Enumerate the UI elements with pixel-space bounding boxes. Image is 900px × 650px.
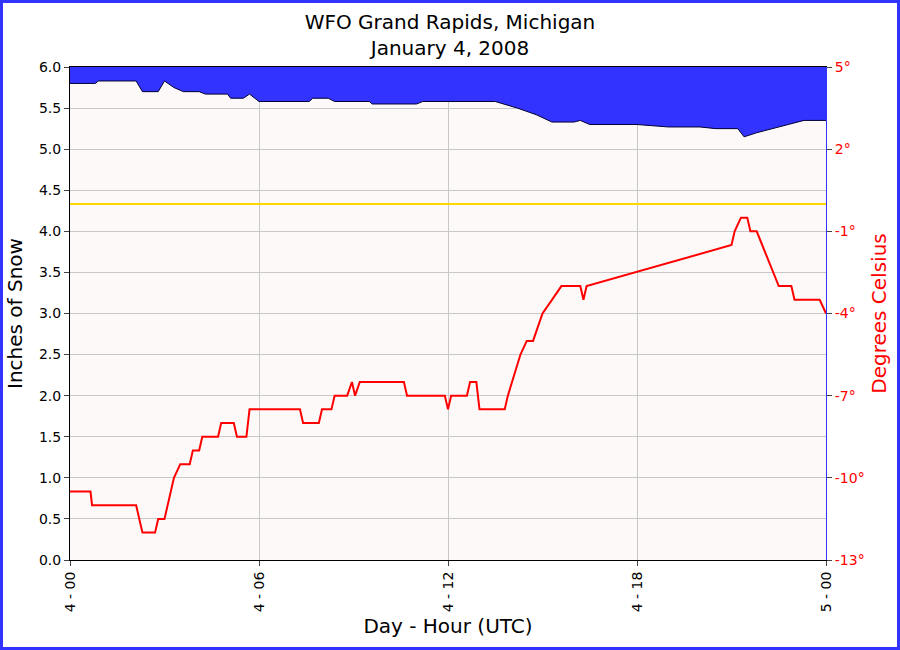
svg-text:-10°: -10° xyxy=(835,470,865,486)
svg-text:WFO Grand Rapids, MichiganJanu: WFO Grand Rapids, MichiganJanuary 4, 200… xyxy=(305,10,596,60)
svg-text:2°: 2° xyxy=(835,141,851,157)
svg-text:Degrees Celsius: Degrees Celsius xyxy=(867,233,891,393)
svg-text:4 - 00: 4 - 00 xyxy=(62,572,78,613)
svg-text:2.5: 2.5 xyxy=(39,346,61,362)
svg-text:-7°: -7° xyxy=(835,388,856,404)
svg-text:1.5: 1.5 xyxy=(39,429,61,445)
svg-text:1.0: 1.0 xyxy=(39,470,61,486)
svg-text:0.5: 0.5 xyxy=(39,511,61,527)
svg-text:4.5: 4.5 xyxy=(39,182,61,198)
svg-text:-4°: -4° xyxy=(835,305,856,321)
svg-text:4 - 12: 4 - 12 xyxy=(440,572,456,613)
svg-text:3.0: 3.0 xyxy=(39,305,61,321)
svg-text:Day - Hour (UTC): Day - Hour (UTC) xyxy=(363,614,532,638)
svg-text:5.0: 5.0 xyxy=(39,141,61,157)
svg-text:0.0: 0.0 xyxy=(39,552,61,568)
svg-text:Inches of Snow: Inches of Snow xyxy=(3,238,27,389)
svg-text:4 - 06: 4 - 06 xyxy=(251,572,267,613)
svg-text:5.5: 5.5 xyxy=(39,100,61,116)
svg-text:-13°: -13° xyxy=(835,552,865,568)
svg-text:4.0: 4.0 xyxy=(39,223,61,239)
svg-text:3.5: 3.5 xyxy=(39,264,61,280)
svg-text:6.0: 6.0 xyxy=(39,59,61,75)
svg-text:5 - 00: 5 - 00 xyxy=(818,572,834,613)
svg-text:2.0: 2.0 xyxy=(39,388,61,404)
svg-text:4 - 18: 4 - 18 xyxy=(629,572,645,613)
svg-text:-1°: -1° xyxy=(835,223,856,239)
svg-text:5°: 5° xyxy=(835,59,851,75)
